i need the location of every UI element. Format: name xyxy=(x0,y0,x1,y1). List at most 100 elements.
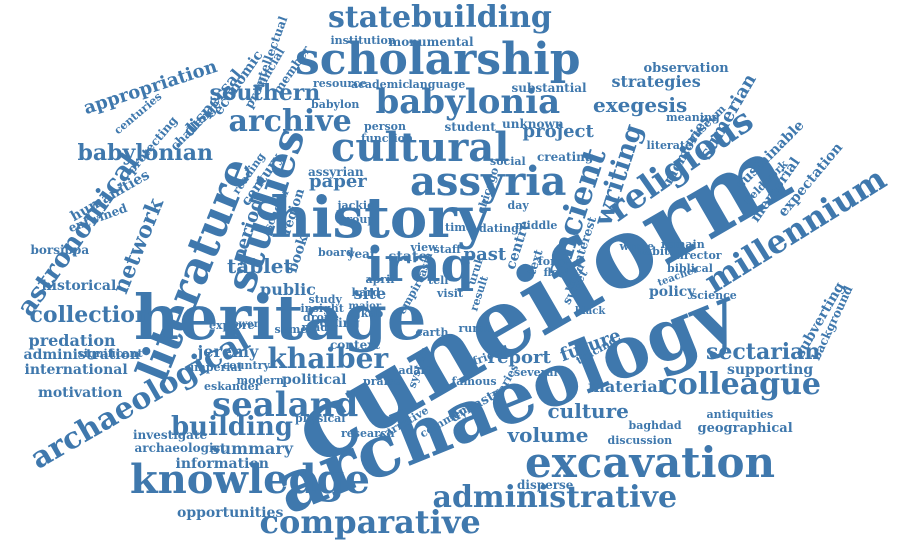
word-science: science xyxy=(691,288,737,302)
word-iraq: iraq xyxy=(366,237,475,293)
word-insight: insight xyxy=(300,301,344,315)
word-april: april xyxy=(365,272,395,286)
word-tablet: tablet xyxy=(227,254,293,278)
word-heritage: heritage xyxy=(134,281,427,354)
word-observation: observation xyxy=(643,60,729,76)
word-project: project xyxy=(522,121,594,142)
word-time: time xyxy=(445,220,473,234)
word-tell: tell xyxy=(428,273,449,287)
word-dating: dating xyxy=(479,221,519,235)
word-predation: predation xyxy=(28,331,116,350)
word-earth: earth xyxy=(415,325,449,339)
word-statebuilding: statebuilding xyxy=(328,0,552,35)
word-sectarian: sectarian xyxy=(706,339,821,365)
word-literate: literate xyxy=(646,138,692,152)
word-student: student xyxy=(444,120,496,134)
word-day: day xyxy=(507,198,529,212)
word-historical: historical xyxy=(41,278,117,294)
word-eskander: eskander xyxy=(204,379,261,393)
word-director: director xyxy=(672,248,722,262)
word-disperse: disperse xyxy=(517,478,574,492)
word-archaeologist: archaeologist xyxy=(134,441,226,455)
word-power: power xyxy=(225,319,259,330)
word-site: site xyxy=(353,284,387,303)
word-habit: habit xyxy=(637,244,670,258)
word-resource: resource xyxy=(313,76,367,90)
word-babylonian: babylonian xyxy=(77,140,213,166)
word-jeremy: jeremy xyxy=(197,342,259,361)
word-excavation: excavation xyxy=(525,438,776,487)
word-biblical: biblical xyxy=(667,261,713,275)
word-babylon: babylon xyxy=(311,97,360,111)
word-assyria: assyria xyxy=(410,158,567,205)
word-cultural: cultural xyxy=(331,124,510,171)
word-supporting: supporting xyxy=(727,362,814,378)
word-wrote: wrote xyxy=(619,239,655,253)
word-social: social xyxy=(490,154,526,168)
word-culture: culture xyxy=(547,399,629,423)
word-year: year xyxy=(347,247,377,261)
word-opportunities: opportunities xyxy=(177,505,284,521)
word-editing: editing xyxy=(312,316,360,330)
word-past: past xyxy=(463,244,507,265)
word-investigate: investigate xyxy=(133,428,208,442)
word-borsippa: borsippa xyxy=(30,243,90,257)
word-international: international xyxy=(24,362,128,378)
word-form: form xyxy=(538,254,568,268)
word-jackie: jackie xyxy=(337,198,375,212)
word-public: public xyxy=(260,280,316,299)
word-visit: visit xyxy=(437,286,464,300)
word-astronomical: astronomical xyxy=(10,148,145,322)
word-exegesis: exegesis xyxy=(593,93,688,117)
word-imperial: imperial xyxy=(190,360,242,374)
word-collection: collection xyxy=(29,302,151,328)
word-remain: remain xyxy=(661,237,705,251)
word-summary: summary xyxy=(210,439,294,458)
word-baghdad: baghdad xyxy=(628,418,682,432)
word-significant: significant xyxy=(77,346,143,360)
word-group: group xyxy=(338,212,376,226)
word-praise: praise xyxy=(363,374,401,388)
word-middle: middle xyxy=(515,218,558,232)
word-adart: adart xyxy=(398,363,432,377)
word-policy: policy xyxy=(649,284,696,300)
word-several: several xyxy=(514,365,558,379)
word-meaning: meaning xyxy=(666,110,720,124)
word-administration: administration xyxy=(23,347,141,363)
word-southern: southern xyxy=(209,80,321,106)
word-research: research xyxy=(341,426,395,440)
word-assyrian: assyrian xyxy=(308,165,364,179)
word-political: political xyxy=(282,372,347,388)
word-gkab: gkab xyxy=(353,306,384,320)
word-khaiber: khaiber xyxy=(267,342,389,375)
word-history: history xyxy=(270,185,490,251)
word-archive: archive xyxy=(228,104,352,139)
word-black: black xyxy=(575,306,606,317)
word-language: language xyxy=(408,77,466,91)
word-explore: explore xyxy=(209,318,255,332)
word-physical: physical xyxy=(295,411,346,425)
word-made: made xyxy=(301,320,335,334)
word-discussion: discussion xyxy=(607,433,673,447)
word-flow: flow xyxy=(543,265,569,279)
word-administrative: administrative xyxy=(432,480,678,515)
word-information: information xyxy=(175,456,269,472)
word-material: material xyxy=(588,377,664,396)
word-unknown: unknown xyxy=(502,117,564,131)
word-creating: creating xyxy=(537,150,594,164)
word-babylonia: babylonia xyxy=(375,82,561,122)
word-volume: volume xyxy=(507,423,589,447)
word-context: context xyxy=(330,338,380,352)
word-rural: rural xyxy=(458,321,490,335)
word-drone: drone xyxy=(303,310,339,324)
word-report: report xyxy=(487,347,551,368)
word-modern: modern xyxy=(236,373,284,387)
word-major: major xyxy=(348,301,382,312)
word-academic: academic xyxy=(351,77,410,91)
word-scholarship: scholarship xyxy=(295,34,581,85)
word-person: person xyxy=(364,119,407,133)
word-comparative: comparative xyxy=(259,503,481,541)
word-monumental: monumental xyxy=(388,35,474,49)
word-substantial: substantial xyxy=(511,81,587,95)
